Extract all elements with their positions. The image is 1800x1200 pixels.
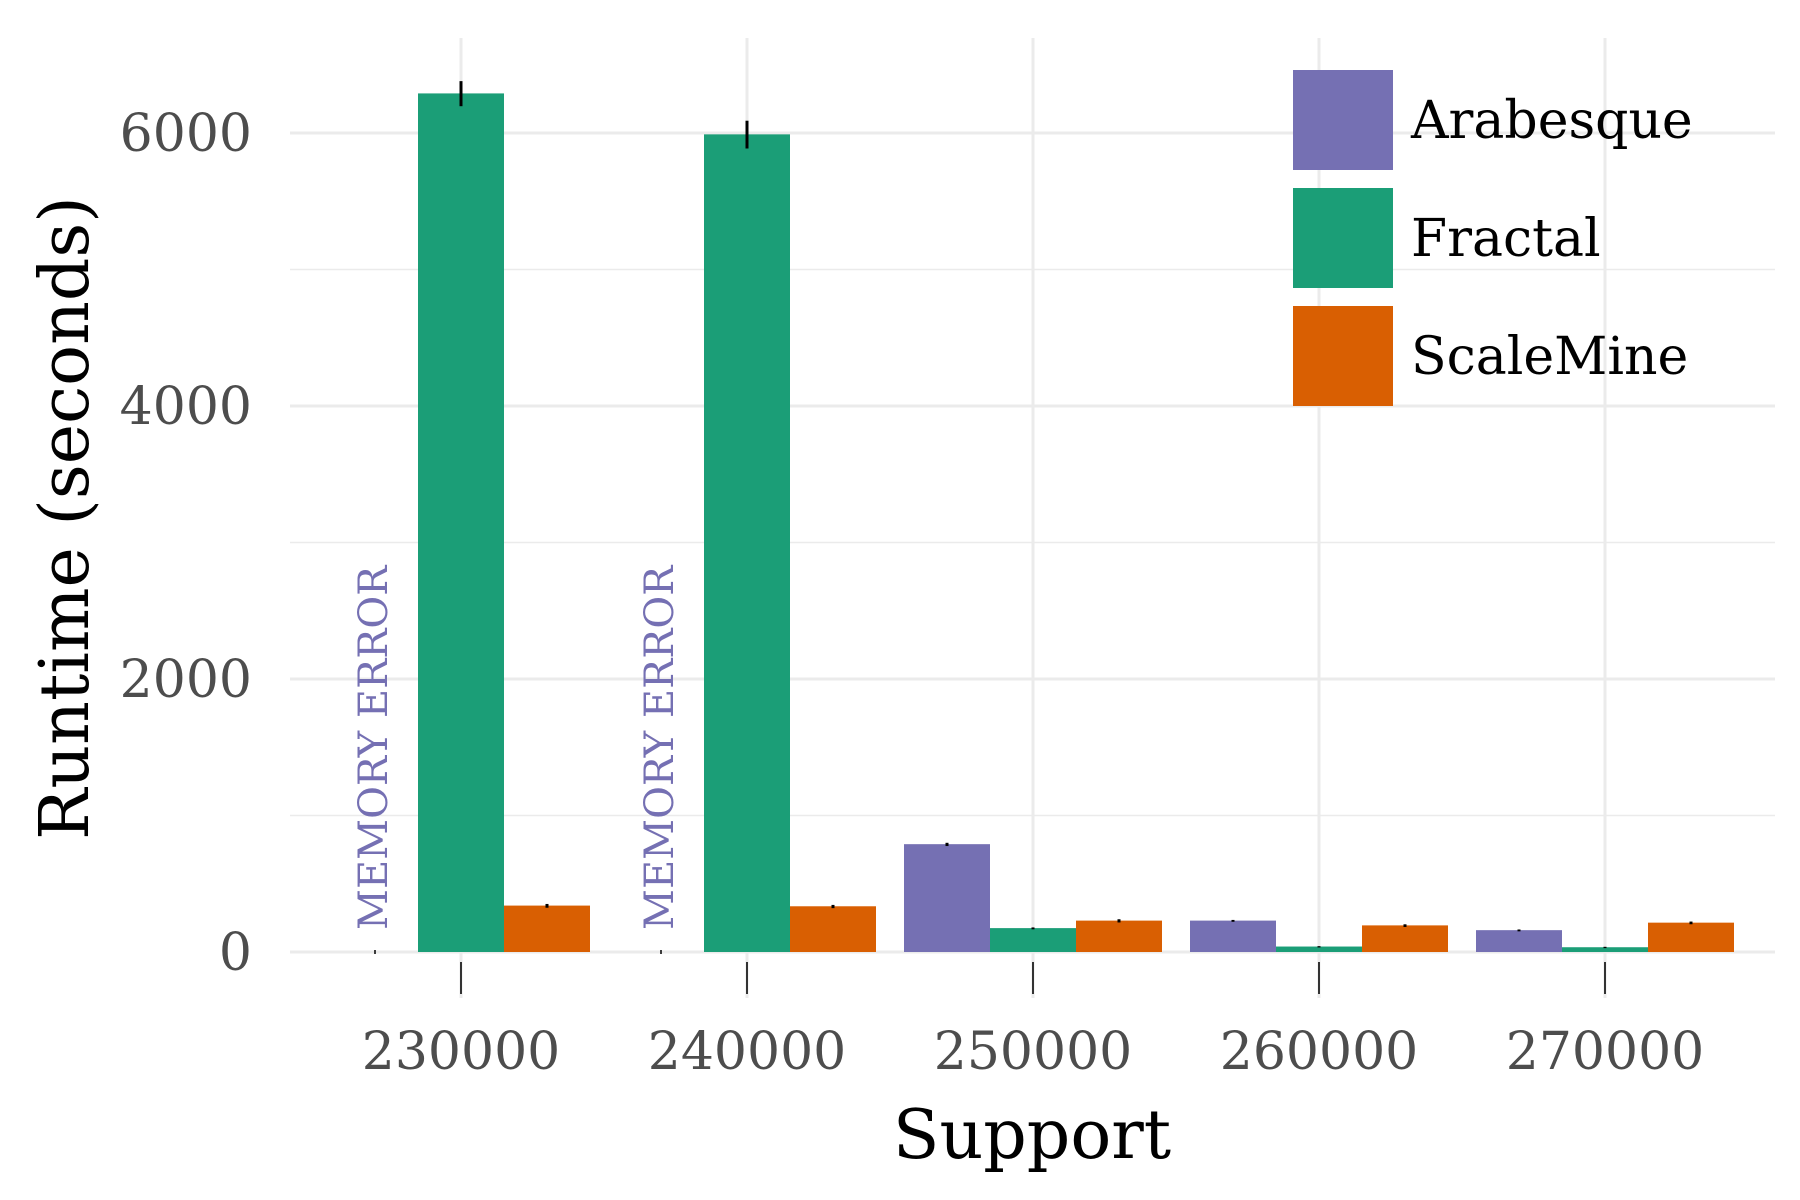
bar-arabesque [904,844,990,952]
x-tick-label: 250000 [934,1022,1133,1082]
x-tick-label: 230000 [362,1022,561,1082]
x-axis-title: Support [893,1096,1171,1175]
legend-key-fractal [1293,188,1393,288]
bar-scalemine [504,905,590,952]
grid-layer [290,38,1775,998]
bar-scalemine [1076,920,1162,952]
bar-fractal [418,93,504,953]
legend: Arabesque Fractal ScaleMine [1293,70,1693,406]
bar-arabesque [1476,930,1562,952]
bar-fractal [990,928,1076,952]
ticks-layer: 0 2000 4000 6000 230000 240000 250000 260000 270… [120,104,1705,1082]
legend-key-scalemine [1293,306,1393,406]
x-tick-label: 260000 [1220,1022,1419,1082]
x-tick-label: 270000 [1506,1022,1705,1082]
bar-fractal [1276,946,1362,952]
bars-layer [374,81,1734,954]
legend-label-arabesque: Arabesque [1410,91,1693,151]
annotation-layer: MEMORY ERROR MEMORY ERROR [351,564,683,930]
memory-error-annotation: MEMORY ERROR [351,564,397,930]
legend-key-arabesque [1293,70,1393,170]
bar-arabesque [1190,920,1276,952]
y-tick-label: 2000 [120,650,252,710]
y-tick-label: 4000 [120,377,252,437]
bar-fractal [704,134,790,953]
x-tick-label: 240000 [648,1022,847,1082]
bar-scalemine [1362,925,1448,952]
memory-error-annotation: MEMORY ERROR [637,564,683,930]
legend-label-fractal: Fractal [1411,209,1601,269]
legend-label-scalemine: ScaleMine [1411,327,1688,387]
bar-scalemine [790,906,876,952]
bar-fractal [1562,947,1648,952]
bar-scalemine [1648,922,1734,952]
y-tick-label: 6000 [120,104,252,164]
y-tick-label: 0 [219,923,252,983]
y-axis-title: Runtime (seconds) [26,196,105,840]
